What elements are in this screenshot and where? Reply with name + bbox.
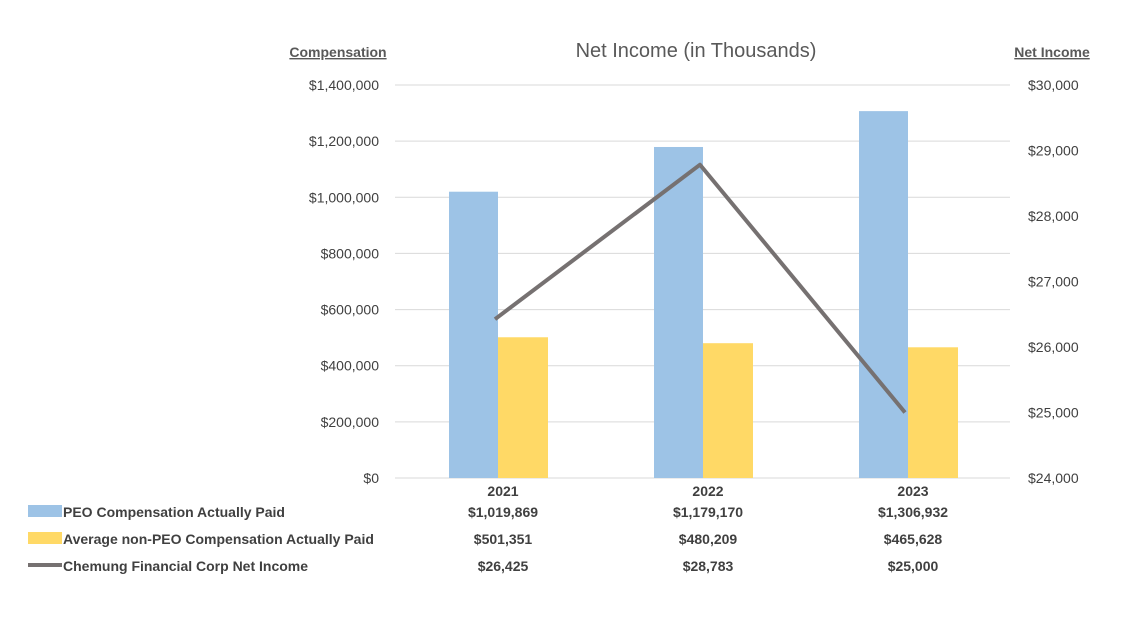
left-tick-label: $0 [363, 470, 379, 486]
right-tick-label: $29,000 [1028, 143, 1079, 159]
legend-label: Chemung Financial Corp Net Income [63, 558, 308, 574]
left-tick-label: $600,000 [321, 302, 380, 318]
category-label: 2023 [897, 483, 928, 499]
right-tick-label: $27,000 [1028, 274, 1079, 290]
data-table-value: $25,000 [888, 558, 939, 574]
legend-label: Average non-PEO Compensation Actually Pa… [63, 531, 374, 547]
chart-title: Net Income (in Thousands) [576, 40, 817, 62]
bar-non-peo-2023 [908, 347, 958, 478]
left-tick-label: $800,000 [321, 245, 380, 261]
category-label: 2021 [487, 483, 518, 499]
data-table-value: $480,209 [679, 531, 738, 547]
data-table-value: $26,425 [478, 558, 529, 574]
data-table-value: $501,351 [474, 531, 533, 547]
legend-swatch-1 [28, 532, 62, 544]
data-table-value: $28,783 [683, 558, 734, 574]
left-tick-label: $1,000,000 [309, 189, 379, 205]
data-table-value: $1,019,869 [468, 504, 538, 520]
right-tick-label: $28,000 [1028, 208, 1079, 224]
bar-peo-2023 [859, 111, 908, 478]
category-label: 2022 [692, 483, 723, 499]
bar-peo-2021 [449, 191, 498, 479]
right-tick-label: $24,000 [1028, 470, 1079, 486]
right-axis-label: Net Income [1014, 44, 1090, 60]
right-tick-label: $26,000 [1028, 339, 1079, 355]
left-tick-label: $1,200,000 [309, 133, 379, 149]
data-table-value: $1,306,932 [878, 504, 948, 520]
right-tick-label: $25,000 [1028, 405, 1079, 421]
legend-label: PEO Compensation Actually Paid [63, 504, 285, 520]
bar-non-peo-2022 [703, 343, 753, 478]
data-table-value: $465,628 [884, 531, 943, 547]
left-tick-label: $1,400,000 [309, 77, 379, 93]
left-tick-label: $200,000 [321, 414, 380, 430]
data-table-value: $1,179,170 [673, 504, 743, 520]
bar-peo-2022 [654, 146, 703, 478]
bar-non-peo-2021 [498, 337, 548, 478]
left-axis-label: Compensation [289, 44, 386, 60]
right-tick-label: $30,000 [1028, 77, 1079, 93]
left-tick-label: $400,000 [321, 358, 380, 374]
legend-swatch-0 [28, 505, 62, 517]
